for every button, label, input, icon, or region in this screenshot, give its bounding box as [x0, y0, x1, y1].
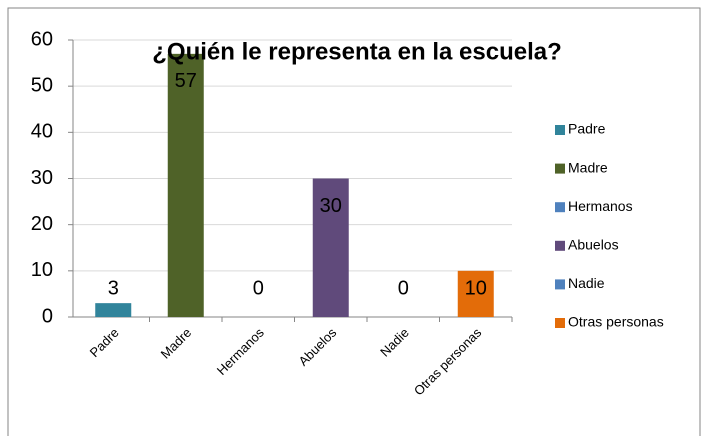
y-tick-label: 60 — [31, 28, 53, 50]
y-tick-label: 20 — [31, 213, 53, 235]
legend-swatch — [555, 318, 565, 328]
data-label: 10 — [465, 277, 487, 299]
bar — [457, 270, 494, 317]
y-tick-label: 50 — [31, 74, 53, 96]
legend-swatch — [555, 163, 565, 174]
chart-title: ¿Quién le representa en la escuela? — [152, 38, 562, 65]
data-label: 57 — [175, 70, 197, 92]
x-tick-label: Madre — [158, 325, 195, 362]
legend-swatch — [555, 279, 565, 290]
y-tick-label: 0 — [42, 305, 53, 327]
x-tick-label: Abuelos — [295, 325, 339, 369]
data-label: 3 — [108, 277, 119, 299]
data-label: 30 — [320, 195, 342, 217]
legend-label: Padre — [568, 121, 606, 137]
x-tick-label: Otras personas — [411, 325, 485, 399]
legend-label: Nadie — [568, 275, 605, 291]
data-label: 0 — [253, 277, 264, 299]
legend-swatch — [555, 125, 565, 135]
bar — [167, 53, 204, 317]
legend-label: Hermanos — [568, 198, 633, 214]
chart-border — [7, 7, 701, 436]
x-tick-label: Hermanos — [214, 325, 267, 378]
x-tick-label: Nadie — [377, 325, 412, 360]
y-tick-label: 10 — [31, 259, 53, 281]
y-tick-label: 30 — [31, 167, 53, 189]
data-label: 0 — [398, 277, 409, 299]
legend-swatch — [555, 202, 565, 213]
x-tick-label: Padre — [87, 325, 122, 360]
bar — [312, 178, 349, 317]
legend-label: Abuelos — [568, 237, 619, 253]
legend-swatch — [555, 240, 565, 251]
legend-label: Madre — [568, 159, 608, 175]
bar — [95, 303, 132, 317]
legend-label: Otras personas — [568, 314, 664, 330]
y-tick-label: 40 — [31, 121, 53, 143]
